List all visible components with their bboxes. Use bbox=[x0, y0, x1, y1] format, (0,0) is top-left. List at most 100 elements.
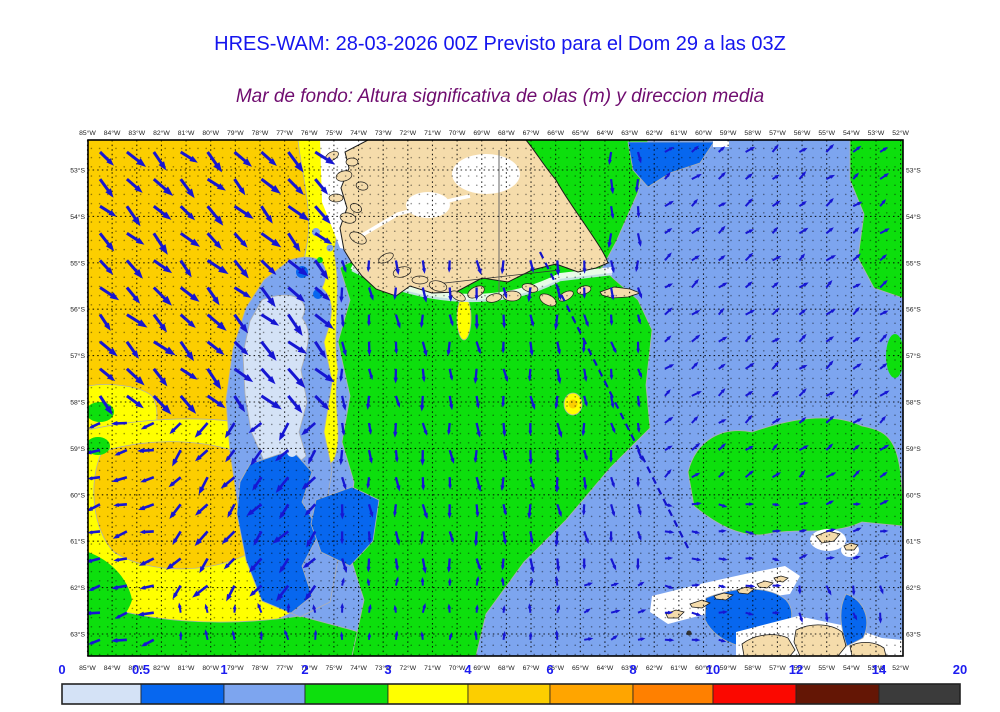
lon-label-bottom: 81°W bbox=[178, 664, 195, 672]
lon-label-top: 65°W bbox=[572, 129, 589, 137]
lon-label-top: 55°W bbox=[818, 129, 835, 137]
lon-label-bottom: 85°W bbox=[79, 664, 96, 672]
lon-label-bottom: 72°W bbox=[399, 664, 416, 672]
lon-label-top: 79°W bbox=[227, 129, 244, 137]
lat-label-right: 56°S bbox=[906, 306, 921, 314]
lat-label-right: 61°S bbox=[906, 538, 921, 546]
lat-label-right: 55°S bbox=[906, 259, 921, 267]
lat-label-left: 54°S bbox=[70, 213, 85, 221]
lon-label-top: 85°W bbox=[79, 129, 96, 137]
lon-label-bottom: 62°W bbox=[646, 664, 663, 672]
lon-label-top: 52°W bbox=[892, 129, 909, 137]
colorbar-segment bbox=[62, 684, 141, 704]
lon-label-bottom: 54°W bbox=[843, 664, 860, 672]
lat-label-left: 53°S bbox=[70, 167, 85, 175]
lat-label-right: 63°S bbox=[906, 631, 921, 639]
colorbar-segment bbox=[468, 684, 550, 704]
colorbar-segment bbox=[550, 684, 633, 704]
lon-label-top: 68°W bbox=[498, 129, 515, 137]
lat-label-left: 61°S bbox=[70, 538, 85, 546]
colorbar-tick-label: 3 bbox=[384, 662, 391, 677]
colorbar-segment bbox=[796, 684, 879, 704]
colorbar-segment bbox=[879, 684, 960, 704]
lat-label-right: 54°S bbox=[906, 213, 921, 221]
lat-label-left: 56°S bbox=[70, 306, 85, 314]
lat-label-right: 53°S bbox=[906, 167, 921, 175]
colorbar-tick-label: 1 bbox=[220, 662, 227, 677]
lon-label-bottom: 64°W bbox=[597, 664, 614, 672]
lon-label-top: 83°W bbox=[128, 129, 145, 137]
lon-label-bottom: 65°W bbox=[572, 664, 589, 672]
lon-label-bottom: 57°W bbox=[769, 664, 786, 672]
colorbar-tick-label: 0 bbox=[58, 662, 65, 677]
lon-label-top: 53°W bbox=[868, 129, 885, 137]
lon-label-top: 76°W bbox=[301, 129, 318, 137]
lon-label-bottom: 74°W bbox=[350, 664, 367, 672]
lat-label-right: 59°S bbox=[906, 445, 921, 453]
lon-label-bottom: 84°W bbox=[104, 664, 121, 672]
lon-label-top: 74°W bbox=[350, 129, 367, 137]
lon-label-bottom: 61°W bbox=[671, 664, 688, 672]
lon-label-bottom: 82°W bbox=[153, 664, 170, 672]
lon-label-top: 63°W bbox=[621, 129, 638, 137]
lat-label-left: 55°S bbox=[70, 259, 85, 267]
lon-label-bottom: 77°W bbox=[276, 664, 293, 672]
lon-label-top: 61°W bbox=[671, 129, 688, 137]
lon-label-top: 80°W bbox=[202, 129, 219, 137]
lon-label-top: 66°W bbox=[547, 129, 564, 137]
colorbar-tick-label: 8 bbox=[629, 662, 636, 677]
lat-label-right: 60°S bbox=[906, 491, 921, 499]
lon-label-bottom: 80°W bbox=[202, 664, 219, 672]
colorbar-tick-label: 6 bbox=[546, 662, 553, 677]
lon-label-bottom: 75°W bbox=[326, 664, 343, 672]
lon-label-bottom: 79°W bbox=[227, 664, 244, 672]
colorbar-tick-label: 12 bbox=[789, 662, 803, 677]
colorbar-tick-label: 20 bbox=[953, 662, 967, 677]
lon-label-top: 77°W bbox=[276, 129, 293, 137]
colorbar-tick-label: 0.5 bbox=[132, 662, 150, 677]
lon-label-top: 70°W bbox=[449, 129, 466, 137]
lon-label-top: 78°W bbox=[252, 129, 269, 137]
lon-label-top: 64°W bbox=[597, 129, 614, 137]
colorbar-tick-label: 14 bbox=[872, 662, 887, 677]
lon-label-top: 81°W bbox=[178, 129, 195, 137]
lon-label-top: 58°W bbox=[744, 129, 761, 137]
colorbar-tick-label: 2 bbox=[301, 662, 308, 677]
lat-label-right: 57°S bbox=[906, 352, 921, 360]
lon-label-bottom: 59°W bbox=[720, 664, 737, 672]
colorbar-segment bbox=[713, 684, 796, 704]
lon-label-bottom: 55°W bbox=[818, 664, 835, 672]
lon-label-bottom: 71°W bbox=[424, 664, 441, 672]
lon-label-bottom: 69°W bbox=[473, 664, 490, 672]
lon-label-bottom: 78°W bbox=[252, 664, 269, 672]
lon-label-top: 60°W bbox=[695, 129, 712, 137]
lon-label-top: 59°W bbox=[720, 129, 737, 137]
lon-label-top: 84°W bbox=[104, 129, 121, 137]
lat-label-left: 63°S bbox=[70, 631, 85, 639]
lat-label-left: 58°S bbox=[70, 399, 85, 407]
lon-label-bottom: 68°W bbox=[498, 664, 515, 672]
colorbar-segment bbox=[388, 684, 468, 704]
lon-label-top: 73°W bbox=[375, 129, 392, 137]
lon-label-bottom: 67°W bbox=[523, 664, 540, 672]
lon-label-bottom: 52°W bbox=[892, 664, 909, 672]
forecast-title: HRES-WAM: 28-03-2026 00Z Previsto para e… bbox=[0, 33, 1000, 56]
lon-label-top: 72°W bbox=[399, 129, 416, 137]
lat-label-right: 58°S bbox=[906, 399, 921, 407]
lat-label-left: 62°S bbox=[70, 584, 85, 592]
lat-label-left: 57°S bbox=[70, 352, 85, 360]
lon-label-bottom: 58°W bbox=[744, 664, 761, 672]
lon-label-top: 67°W bbox=[523, 129, 540, 137]
lat-label-right: 62°S bbox=[906, 584, 921, 592]
colorbar-tick-label: 10 bbox=[706, 662, 720, 677]
colorbar-segment bbox=[141, 684, 224, 704]
lon-label-top: 56°W bbox=[794, 129, 811, 137]
lon-label-top: 62°W bbox=[646, 129, 663, 137]
lon-label-top: 75°W bbox=[326, 129, 343, 137]
lon-label-top: 57°W bbox=[769, 129, 786, 137]
colorbar-segment bbox=[305, 684, 388, 704]
lon-label-top: 71°W bbox=[424, 129, 441, 137]
colorbar-segment bbox=[633, 684, 713, 704]
lat-label-left: 60°S bbox=[70, 491, 85, 499]
lat-label-left: 59°S bbox=[70, 445, 85, 453]
